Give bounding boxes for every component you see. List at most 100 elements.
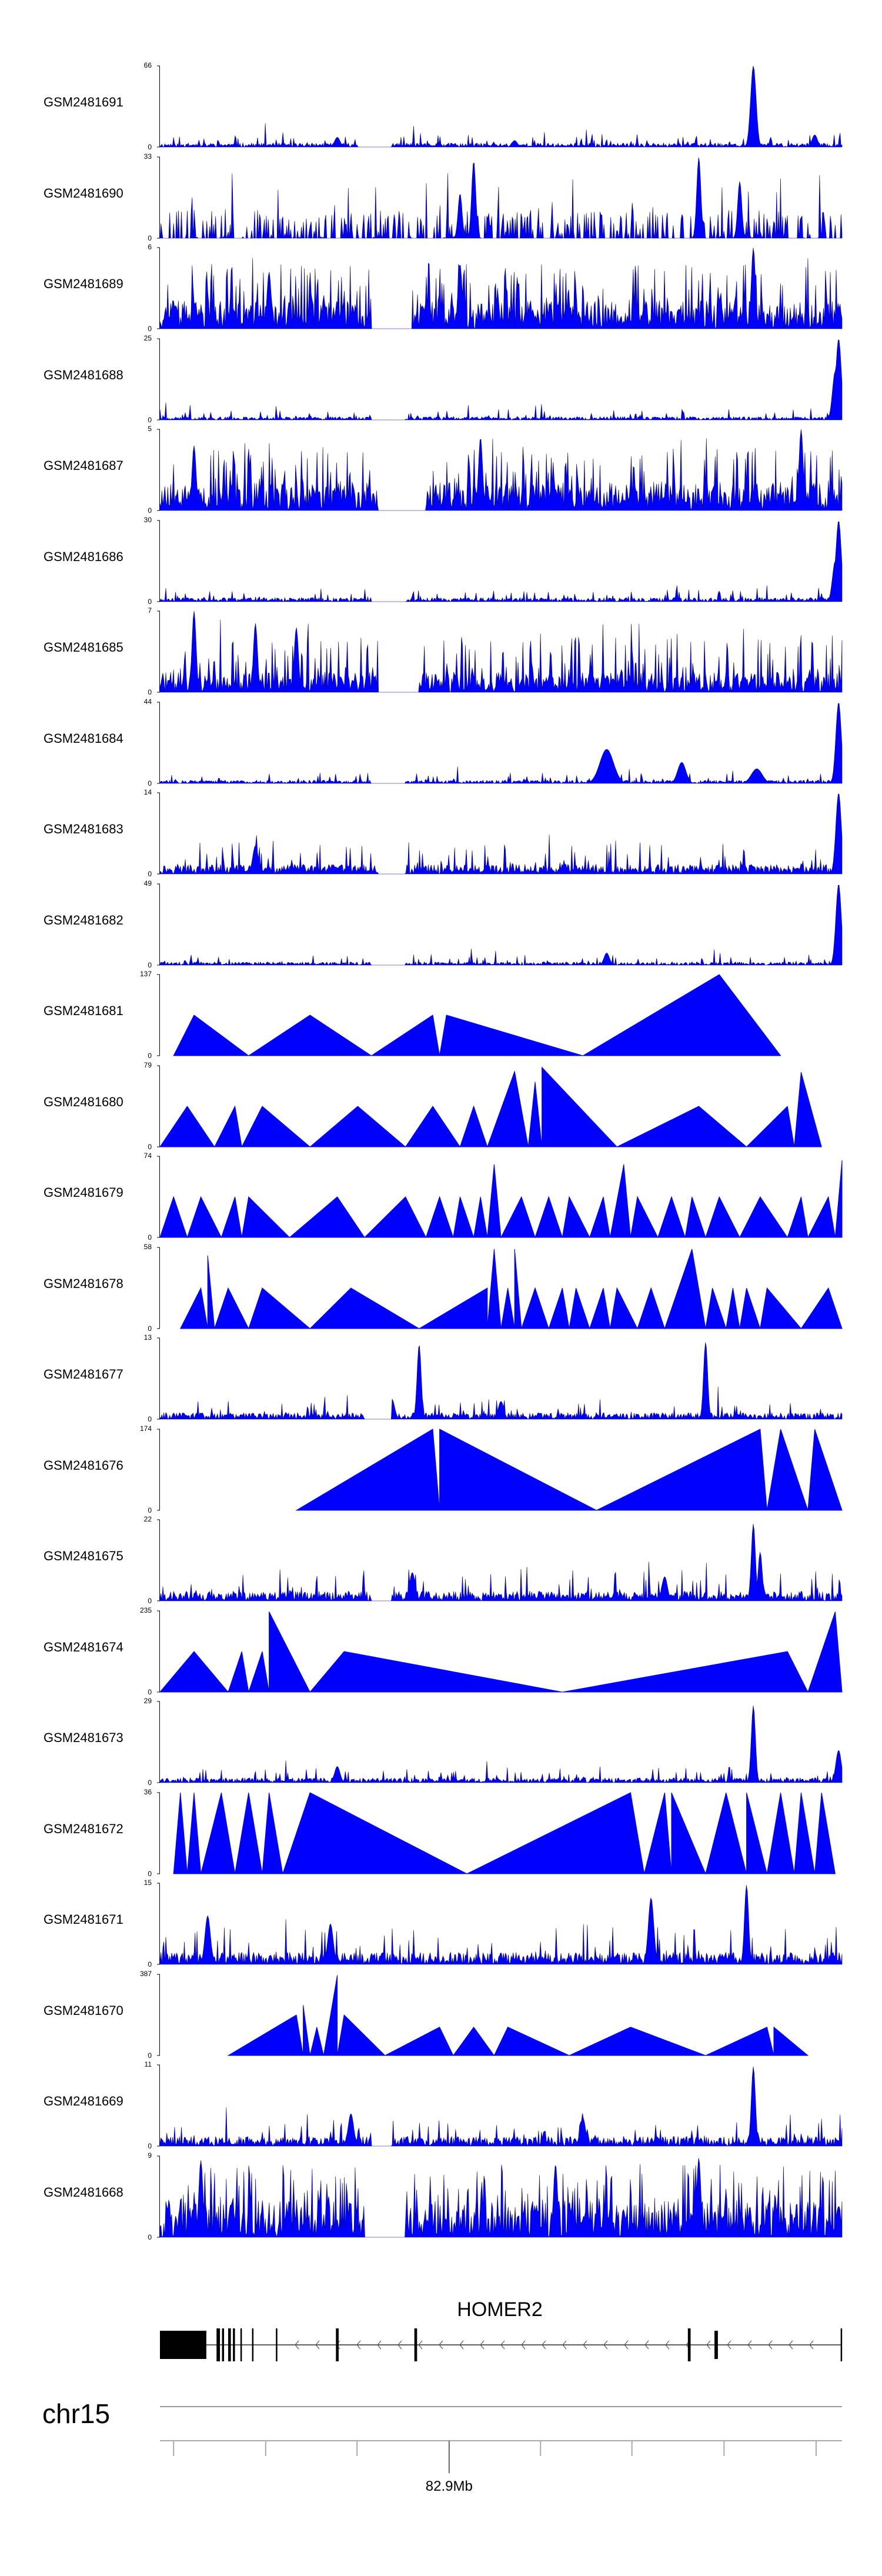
coverage-area	[159, 1885, 843, 1965]
strand-arrow-icon	[768, 2340, 773, 2350]
track-GSM2481674: GSM2481674 235 0	[44, 1606, 843, 1696]
coverage-area	[159, 66, 843, 148]
track-GSM2481685: GSM2481685 7 0	[44, 606, 843, 696]
track-GSM2481673: GSM2481673 29 0	[44, 1697, 843, 1787]
y-axis-max-label: 29	[144, 1697, 152, 1705]
y-axis-max-label: 36	[144, 1788, 152, 1796]
track-label: GSM2481675	[44, 1549, 123, 1563]
y-axis-max-label: 387	[140, 1970, 152, 1978]
y-axis-min-label: 0	[148, 870, 152, 878]
chromosome-label: chr15	[42, 2398, 110, 2429]
track-label: GSM2481676	[44, 1458, 123, 1473]
track-GSM2481687: GSM2481687 5 0	[44, 425, 843, 515]
track-GSM2481669: GSM2481669 11 0	[44, 2060, 843, 2150]
strand-arrow-icon	[789, 2340, 793, 2350]
strand-arrow-icon	[500, 2340, 505, 2350]
coverage-area	[159, 1342, 843, 1420]
track-GSM2481678: GSM2481678 58 0	[44, 1243, 843, 1333]
strand-arrow-icon	[562, 2340, 567, 2350]
exon-block	[160, 2331, 206, 2359]
y-axis-min-label: 0	[148, 1143, 152, 1151]
exon-block	[336, 2328, 339, 2361]
y-axis-min-label: 0	[148, 234, 152, 242]
y-axis-min-label: 0	[148, 779, 152, 788]
strand-arrow-icon	[747, 2340, 752, 2350]
exon-block	[414, 2328, 417, 2361]
coverage-area	[159, 157, 843, 239]
y-axis-min-label: 0	[148, 143, 152, 151]
y-axis-max-label: 5	[148, 425, 152, 433]
coverage-area	[159, 703, 843, 784]
track-GSM2481681: GSM2481681 137 0	[44, 970, 781, 1060]
coverage-area	[159, 2066, 843, 2147]
y-axis-min-label: 0	[148, 1870, 152, 1878]
strand-arrow-icon	[727, 2340, 731, 2350]
track-label: GSM2481687	[44, 458, 123, 473]
track-label: GSM2481682	[44, 913, 123, 927]
track-label: GSM2481686	[44, 549, 123, 564]
exon-block	[222, 2328, 225, 2361]
coverage-area	[159, 1611, 843, 1693]
strand-arrow-icon	[706, 2340, 711, 2350]
y-axis-max-label: 25	[144, 334, 152, 342]
coverage-area	[159, 1160, 843, 1239]
track-label: GSM2481685	[44, 640, 123, 655]
coverage-area	[159, 885, 843, 966]
y-axis-max-label: 235	[140, 1606, 152, 1614]
coverage-area	[179, 1249, 843, 1330]
track-GSM2481672: GSM2481672 36 0	[44, 1788, 836, 1878]
y-axis-max-label: 58	[144, 1243, 152, 1251]
strand-arrow-icon	[521, 2340, 526, 2350]
strand-arrow-icon	[624, 2340, 629, 2350]
coverage-area	[159, 248, 843, 329]
track-label: GSM2481673	[44, 1730, 123, 1745]
track-GSM2481671: GSM2481671 15 0	[44, 1878, 843, 1968]
track-label: GSM2481688	[44, 368, 123, 382]
track-label: GSM2481690	[44, 186, 123, 201]
track-GSM2481679: GSM2481679 74 0	[44, 1152, 843, 1242]
coverage-area	[159, 1706, 843, 1783]
track-GSM2481686: GSM2481686 30 0	[44, 516, 843, 606]
y-axis-max-label: 44	[144, 698, 152, 706]
y-axis-max-label: 9	[148, 2151, 152, 2160]
strand-arrow-icon	[397, 2340, 402, 2350]
exon-block	[228, 2328, 231, 2361]
exon-block	[840, 2328, 843, 2361]
y-axis-min-label: 0	[148, 598, 152, 606]
strand-arrow-icon	[542, 2340, 546, 2350]
track-GSM2481691: GSM2481691 66 0	[44, 61, 843, 151]
y-axis-min-label: 0	[148, 2233, 152, 2241]
gene-name-label: HOMER2	[457, 2298, 542, 2321]
coverage-area	[159, 2158, 843, 2238]
y-axis-min-label: 0	[148, 1597, 152, 1605]
y-axis-max-label: 13	[144, 1333, 152, 1342]
y-axis-min-label: 0	[148, 1778, 152, 1787]
exon-block	[216, 2328, 220, 2361]
y-axis-max-label: 49	[144, 879, 152, 887]
y-axis-min-label: 0	[148, 325, 152, 333]
y-axis-max-label: 14	[144, 788, 152, 796]
y-axis-min-label: 0	[148, 961, 152, 969]
track-label: GSM2481689	[44, 276, 123, 291]
track-label: GSM2481677	[44, 1367, 123, 1382]
track-GSM2481677: GSM2481677 13 0	[44, 1333, 843, 1423]
track-label: GSM2481679	[44, 1185, 123, 1200]
track-label: GSM2481672	[44, 1821, 123, 1836]
track-GSM2481682: GSM2481682 49 0	[44, 879, 843, 969]
y-axis-max-label: 74	[144, 1152, 152, 1160]
track-label: GSM2481683	[44, 822, 123, 836]
y-axis-min-label: 0	[148, 1324, 152, 1333]
coverage-area	[159, 1066, 822, 1148]
track-GSM2481680: GSM2481680 79 0	[44, 1061, 822, 1151]
exon-block	[714, 2331, 718, 2359]
track-GSM2481675: GSM2481675 22 0	[44, 1515, 843, 1605]
track-GSM2481668: GSM2481668 9 0	[44, 2151, 843, 2241]
track-GSM2481684: GSM2481684 44 0	[44, 698, 843, 788]
gene-track: HOMER2	[160, 2298, 843, 2361]
y-axis-min-label: 0	[148, 1052, 152, 1060]
chromosome-axis: chr15 82.9Mb	[42, 2398, 842, 2494]
coverage-area	[227, 1975, 809, 2056]
strand-arrow-icon	[603, 2340, 608, 2350]
y-axis-min-label: 0	[148, 416, 152, 424]
y-axis-min-label: 0	[148, 506, 152, 515]
